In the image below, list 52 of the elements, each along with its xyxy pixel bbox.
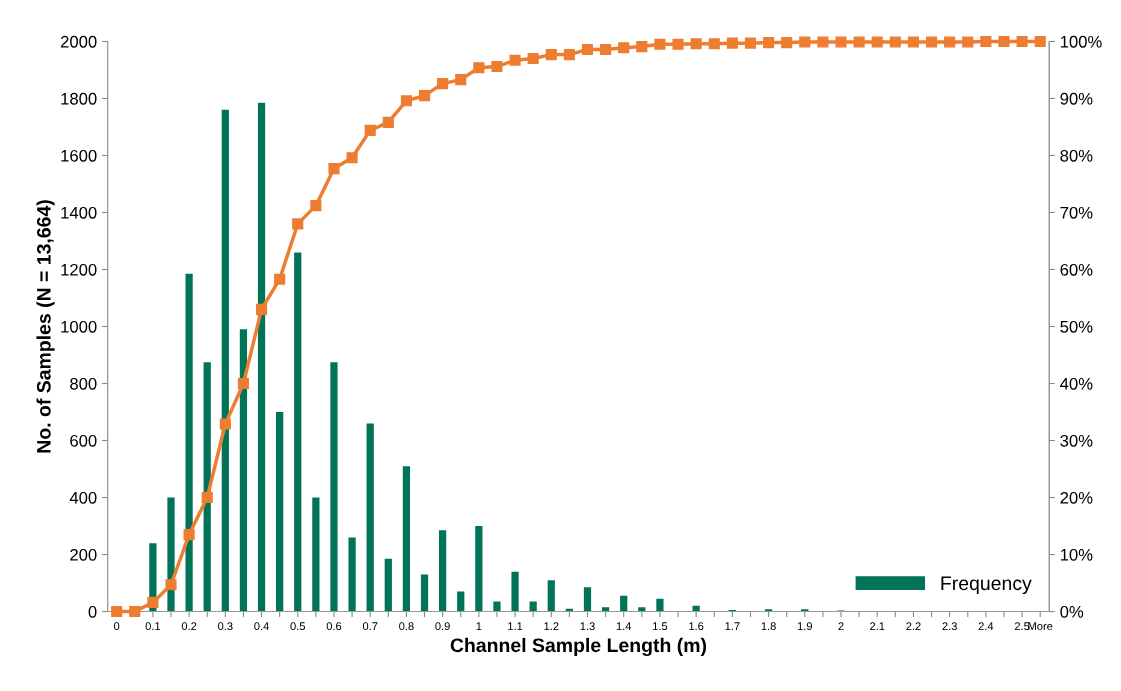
y-tick-label: 0 [88, 605, 97, 618]
x-tick-label: 0.4 [254, 622, 269, 631]
x-tick-label: 1.2 [544, 622, 559, 630]
y2-tick-label: 50% [1060, 320, 1093, 333]
y2-tick-label: 90% [1060, 92, 1093, 105]
x-tick-label: 0.2 [181, 622, 197, 631]
x-tick-label: 0.7 [362, 622, 378, 631]
y2-tick-label: 0% [1060, 605, 1084, 618]
y2-tick-label: 70% [1060, 206, 1093, 219]
legend-label: Frequency [941, 576, 1032, 595]
x-tick-label: 1.1 [508, 622, 523, 630]
x-tick-label: 0.1 [145, 622, 161, 631]
x-tick-label: 2.5 [1014, 622, 1030, 631]
x-tick-label: 2 [838, 622, 844, 630]
y2-tick-label: 20% [1060, 491, 1093, 504]
y-axis-title: No. of Samples (N = 13,664) [36, 200, 55, 453]
x-tick-label: 1.9 [797, 622, 812, 631]
x-tick-label: More [1028, 622, 1053, 631]
x-tick-label: 2.2 [906, 622, 921, 630]
y-tick-label: 200 [70, 548, 97, 561]
x-tick-label: 2.4 [978, 622, 994, 630]
y-tick-label: 2000 [60, 35, 97, 48]
x-tick-label: 1.6 [689, 622, 704, 631]
x-tick-label: 0.6 [326, 622, 342, 631]
y2-tick-label: 30% [1060, 434, 1093, 447]
y-tick-label: 600 [70, 434, 97, 447]
x-tick-label: 0.9 [435, 622, 450, 631]
x-tick-label: 1.4 [616, 622, 632, 630]
y-tick-label: 1400 [61, 206, 97, 219]
x-axis-title: Channel Sample Length (m) [450, 637, 707, 657]
x-tick-label: 2.3 [942, 622, 957, 631]
y2-tick-label: 40% [1060, 377, 1093, 390]
x-tick-label: 1.3 [580, 622, 595, 631]
y-tick-label: 400 [69, 491, 97, 504]
x-tick-label: 2.1 [870, 622, 885, 630]
y-tick-label: 1600 [61, 149, 97, 162]
x-tick-label: 0.3 [218, 622, 233, 631]
y-tick-label: 1000 [61, 320, 97, 333]
x-tick-label: 0 [114, 622, 120, 631]
y2-tick-label: 80% [1060, 149, 1093, 162]
y2-tick-label: 100% [1060, 35, 1102, 48]
y-tick-label: 800 [70, 377, 97, 390]
x-tick-label: 1.7 [725, 622, 740, 630]
x-tick-label: 0.5 [290, 622, 306, 631]
x-tick-label: 0.8 [399, 622, 414, 631]
x-tick-label: 1 [476, 622, 482, 630]
y2-tick-label: 10% [1060, 548, 1093, 561]
y-tick-label: 1200 [61, 263, 97, 276]
x-tick-label: 1.8 [761, 622, 776, 631]
y2-tick-label: 60% [1060, 263, 1093, 276]
y-tick-label: 1800 [61, 92, 97, 105]
x-tick-label: 1.5 [653, 622, 668, 631]
